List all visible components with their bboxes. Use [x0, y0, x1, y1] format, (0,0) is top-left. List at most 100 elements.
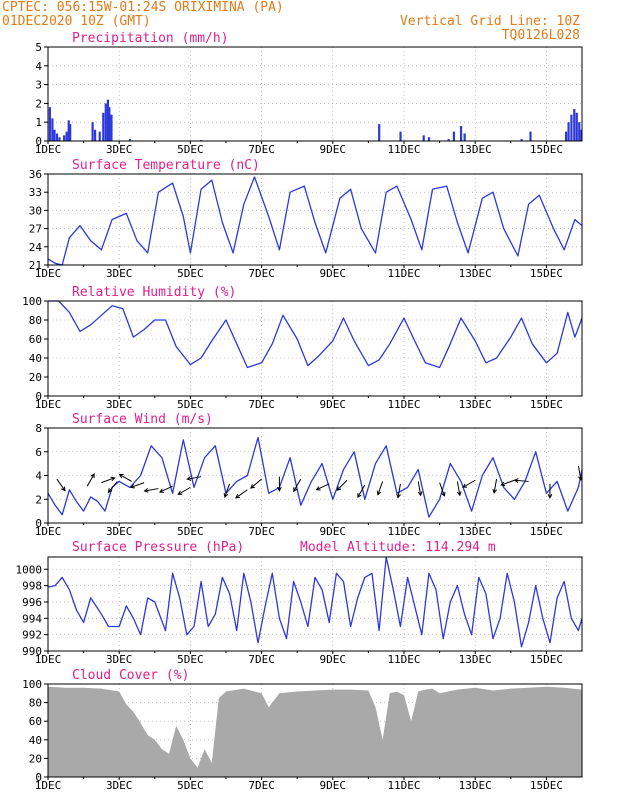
y-tick-label: 20 [29, 752, 42, 765]
panel-5: Surface Pressure (hPa) 990 992 994 996 998 100… [16, 540, 583, 666]
wind-arrow-head [118, 473, 124, 479]
run-date: 01DEC2020 10Z (GMT) [2, 14, 151, 29]
series-line [47, 556, 583, 648]
wind-arrow [224, 483, 231, 498]
y-tick-label: 2 [35, 493, 42, 506]
panel-title: Surface Temperature (nC) [72, 158, 260, 173]
x-tick-label: 13DEC [459, 653, 492, 666]
x-tick-label: 11DEC [387, 525, 420, 538]
model-altitude: Model Altitude: 114.294 m [300, 540, 496, 555]
plot-frame [47, 427, 583, 524]
precip-bar [570, 114, 573, 141]
wind-arrow [108, 481, 118, 493]
x-tick-label: 5DEC [177, 267, 204, 280]
x-tick-label: 1DEC [35, 267, 62, 280]
precip-bar [48, 107, 51, 141]
wind-arrow-head [129, 484, 135, 489]
precip-bar [106, 99, 110, 141]
x-tick-label: 7DEC [248, 653, 275, 666]
x-tick-label: 9DEC [320, 267, 347, 280]
x-tick-label: 7DEC [248, 143, 275, 156]
y-tick-label: 27 [29, 223, 42, 236]
x-tick-label: 7DEC [248, 525, 275, 538]
x-tick-label: 11DEC [387, 143, 420, 156]
precip-bar [580, 129, 583, 141]
wind-arrow-head [61, 486, 66, 492]
plot-frame [47, 300, 583, 397]
y-tick-label: 994 [22, 612, 42, 625]
x-tick-label: 9DEC [320, 143, 347, 156]
x-tick-label: 15DEC [530, 525, 563, 538]
y-tick-label: 30 [29, 204, 42, 217]
series-line [48, 300, 583, 369]
precip-bar [529, 131, 532, 141]
precip-bar [65, 131, 68, 141]
wind-arrow-head [417, 491, 423, 497]
x-tick-label: 13DEC [459, 525, 492, 538]
panel-title: Cloud Cover (%) [72, 668, 189, 683]
x-tick-label: 13DEC [459, 143, 492, 156]
precip-bar [102, 112, 105, 141]
panel-6: Cloud Cover (%) 0 20 40 60 80 100 1DEC 3DEC 5DEC 7… [22, 668, 583, 792]
precip-bar [91, 122, 94, 141]
wind-arrow [456, 481, 461, 496]
series-line [47, 436, 583, 518]
wind-arrow [159, 485, 173, 493]
panel-1: Precipitation (mm/h) 0 1 2 3 4 5 1DEC 3DEC 5DEC 7D… [35, 31, 583, 156]
y-tick-label: 40 [29, 352, 42, 365]
panel-4: Surface Wind (m/s) 0 2 4 6 8 1DEC 3DEC 5DEC 7DEC 9… [35, 412, 583, 538]
y-tick-label: 100 [22, 295, 42, 308]
precip-bar [422, 135, 425, 141]
x-tick-label: 1DEC [35, 143, 62, 156]
x-tick-label: 5DEC [177, 525, 204, 538]
precip-bar [573, 109, 576, 141]
y-tick-label: 2 [35, 97, 42, 110]
precip-bar [128, 139, 132, 141]
y-tick-label: 36 [29, 168, 42, 181]
x-tick-label: 13DEC [459, 398, 492, 411]
x-tick-label: 7DEC [248, 398, 275, 411]
wind-arrow-head [235, 493, 240, 499]
wind-arrow-head [336, 486, 342, 491]
x-tick-label: 5DEC [177, 779, 204, 792]
precip-bar [463, 133, 466, 141]
precip-bar [399, 131, 402, 141]
wind-arrow [187, 476, 202, 480]
x-tick-label: 3DEC [106, 398, 133, 411]
x-tick-label: 11DEC [387, 267, 420, 280]
wind-arrow [101, 477, 115, 484]
y-tick-label: 100 [22, 678, 42, 691]
precip-bar [69, 124, 72, 141]
wind-arrow [336, 479, 348, 491]
x-tick-label: 1DEC [35, 525, 62, 538]
y-tick-label: 992 [22, 629, 42, 642]
precip-bar [378, 124, 381, 141]
y-tick-label: 33 [29, 186, 42, 199]
x-tick-label: 15DEC [530, 779, 563, 792]
precip-bar [51, 118, 54, 141]
y-tick-label: 990 [22, 645, 42, 658]
plot-frame [47, 46, 583, 142]
x-tick-label: 5DEC [177, 143, 204, 156]
y-tick-label: 21 [29, 259, 42, 272]
panel-3: Relative Humidity (%) 0 20 40 60 80 100 1DEC 3DE… [22, 285, 583, 411]
x-tick-label: 9DEC [320, 779, 347, 792]
wind-arrow-head [107, 488, 113, 493]
precip-bar [567, 122, 570, 141]
x-tick-label: 1DEC [35, 779, 62, 792]
wind-arrow-head [186, 476, 192, 481]
x-tick-label: 9DEC [320, 525, 347, 538]
precip-bar [67, 120, 70, 141]
x-tick-label: 3DEC [106, 653, 133, 666]
x-tick-label: 11DEC [387, 653, 420, 666]
wind-arrow [316, 483, 330, 491]
panel-2: Surface Temperature (nC) 21 24 27 30 33 36 1DEC… [29, 158, 583, 280]
wind-arrow-head [277, 486, 282, 492]
wind-arrow-head [90, 473, 95, 479]
precip-bar [520, 139, 523, 141]
precip-bar [447, 139, 450, 141]
wind-arrow [377, 481, 384, 495]
precip-bar [452, 131, 456, 141]
x-tick-label: 15DEC [530, 398, 563, 411]
x-tick-label: 15DEC [530, 267, 563, 280]
